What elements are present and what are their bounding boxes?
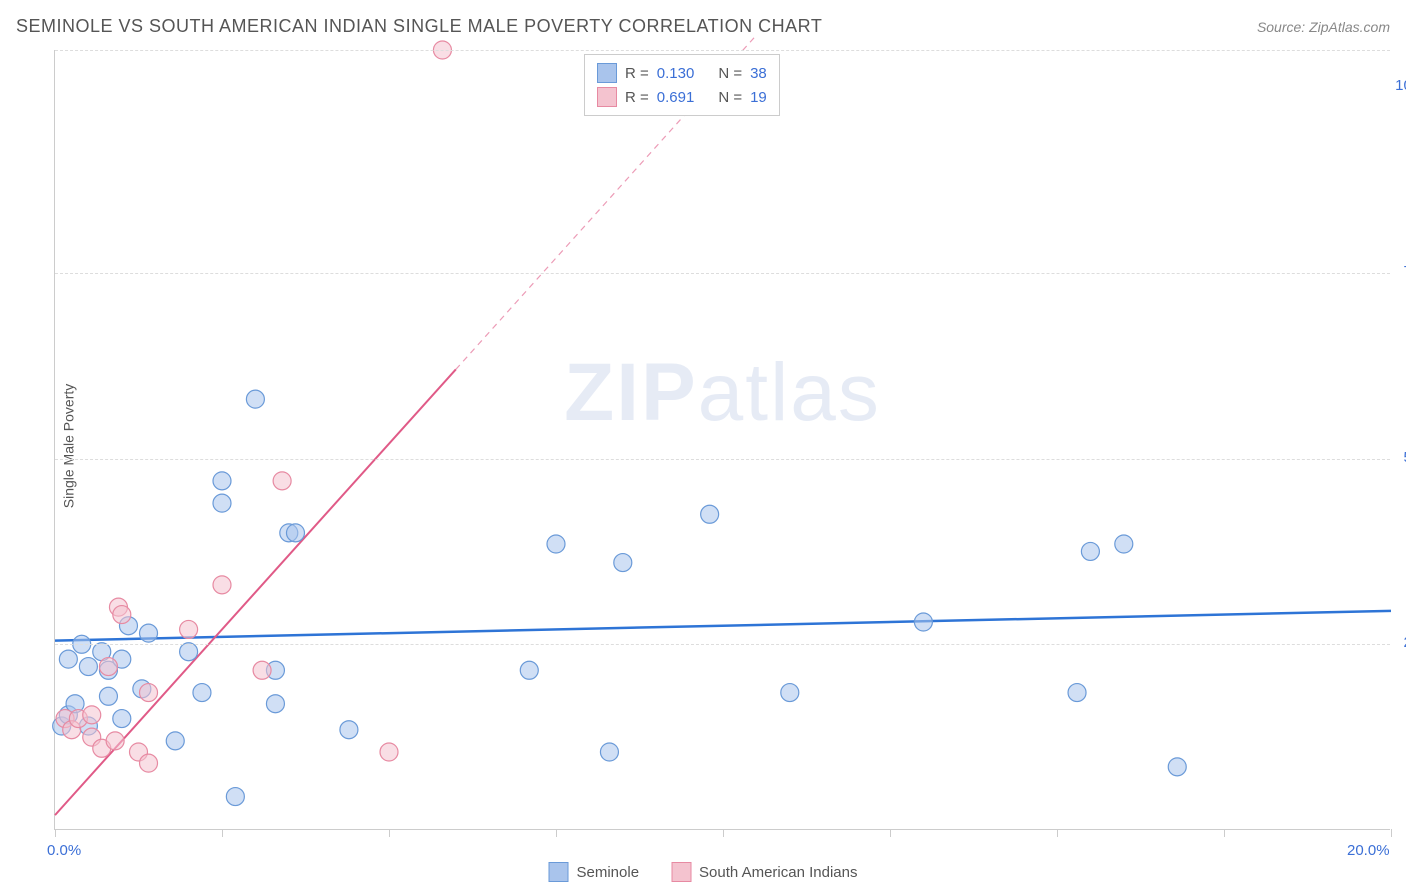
scatter-svg <box>55 50 1391 830</box>
n-value-sai: 19 <box>750 89 767 106</box>
stats-row-seminole: R = 0.130 N = 38 <box>597 61 767 85</box>
chart-title: SEMINOLE VS SOUTH AMERICAN INDIAN SINGLE… <box>16 16 822 37</box>
legend-label-sai: South American Indians <box>699 864 857 881</box>
swatch-sai <box>597 87 617 107</box>
x-tick <box>890 829 891 837</box>
plot-region: ZIPatlas 25.0%50.0%75.0%100.0%0.0%20.0% <box>54 50 1390 830</box>
source-attribution: Source: ZipAtlas.com <box>1257 19 1390 35</box>
gridline <box>55 644 1390 645</box>
stats-row-sai: R = 0.691 N = 19 <box>597 85 767 109</box>
x-tick <box>723 829 724 837</box>
x-tick <box>389 829 390 837</box>
r-value-sai: 0.691 <box>657 89 695 106</box>
legend-item-sai: South American Indians <box>671 862 857 882</box>
x-tick <box>222 829 223 837</box>
legend-swatch-seminole <box>549 862 569 882</box>
y-tick-label: 100.0% <box>1386 77 1406 94</box>
chart-area: ZIPatlas 25.0%50.0%75.0%100.0%0.0%20.0% … <box>54 50 1390 830</box>
x-tick <box>1224 829 1225 837</box>
x-tick <box>1391 829 1392 837</box>
x-tick <box>55 829 56 837</box>
stats-legend-box: R = 0.130 N = 38 R = 0.691 N = 19 <box>584 54 780 116</box>
legend-item-seminole: Seminole <box>549 862 640 882</box>
x-tick <box>1057 829 1058 837</box>
gridline <box>55 459 1390 460</box>
legend-label-seminole: Seminole <box>577 864 640 881</box>
n-value-seminole: 38 <box>750 65 767 82</box>
r-label: R = <box>625 65 649 82</box>
y-tick-label: 75.0% <box>1386 263 1406 280</box>
swatch-seminole <box>597 63 617 83</box>
chart-header: SEMINOLE VS SOUTH AMERICAN INDIAN SINGLE… <box>16 16 1390 37</box>
r-label: R = <box>625 89 649 106</box>
x-tick-label: 20.0% <box>1347 842 1390 859</box>
y-tick-label: 50.0% <box>1386 449 1406 466</box>
n-label: N = <box>718 65 742 82</box>
gridline <box>55 273 1390 274</box>
n-label: N = <box>718 89 742 106</box>
x-tick <box>556 829 557 837</box>
x-tick-label: 0.0% <box>47 842 81 859</box>
bottom-legend: Seminole South American Indians <box>549 862 858 882</box>
gridline <box>55 50 1390 51</box>
r-value-seminole: 0.130 <box>657 65 695 82</box>
legend-swatch-sai <box>671 862 691 882</box>
y-tick-label: 25.0% <box>1386 634 1406 651</box>
